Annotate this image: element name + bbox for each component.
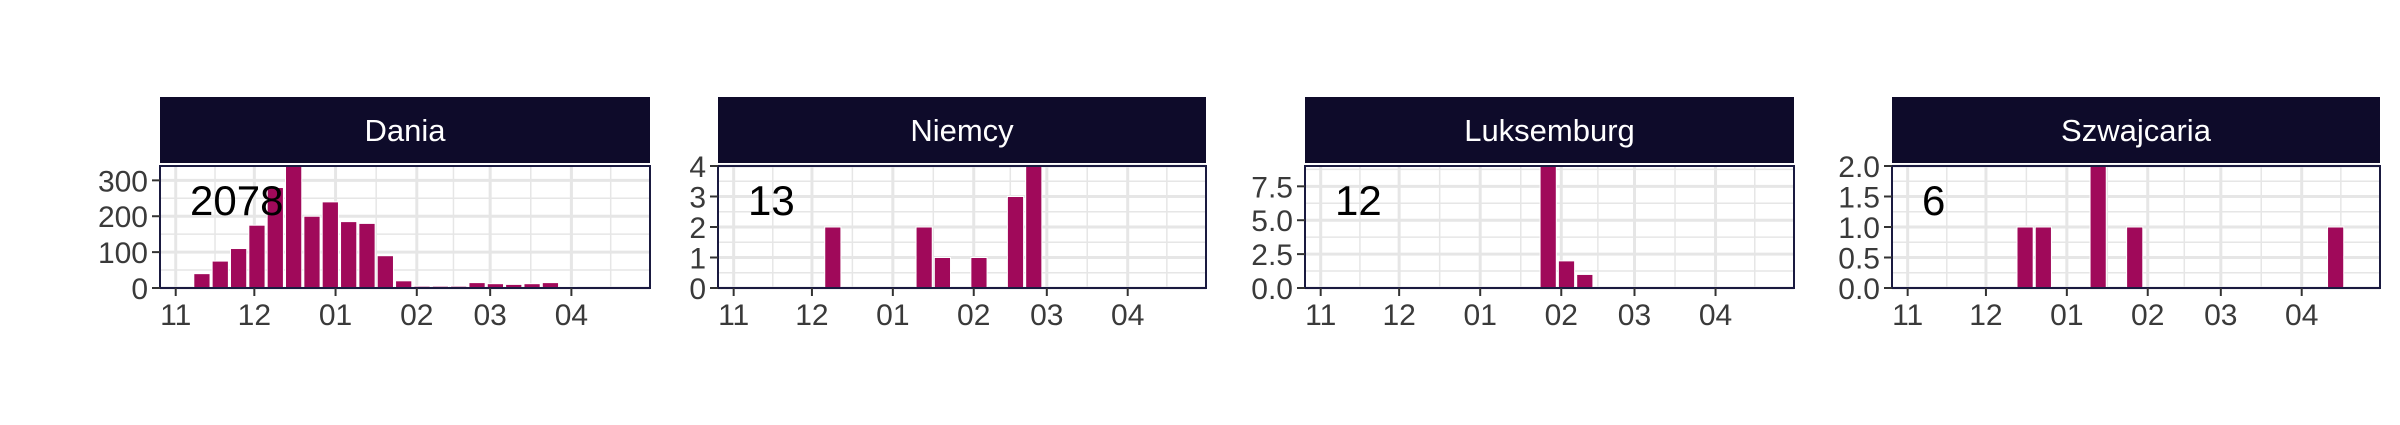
bar <box>194 274 210 288</box>
bar <box>934 258 950 289</box>
y-tick-label: 1.0 <box>1838 212 1880 245</box>
x-tick-label: 02 <box>957 299 990 332</box>
bar <box>396 281 412 288</box>
panel-luksemburg: Luksemburg 0.02.55.07.5 11 12 01 02 03 04 12 <box>1251 97 1794 332</box>
x-tick-label: 03 <box>2204 299 2237 332</box>
facet-strip-label: Dania <box>365 113 447 148</box>
panel-total-annotation: 12 <box>1335 177 1382 224</box>
x-tick-label: 01 <box>876 299 909 332</box>
x-tick-label: 01 <box>2050 299 2083 332</box>
x-tick-label: 12 <box>1382 299 1415 332</box>
y-tick-label: 0.5 <box>1838 243 1880 276</box>
y-tick-label: 5.0 <box>1251 205 1293 238</box>
x-tick-label: 01 <box>319 299 352 332</box>
x-tick-label: 11 <box>160 299 191 332</box>
y-tick-label: 1.5 <box>1838 182 1880 215</box>
y-tick-label: 0.0 <box>1838 273 1880 306</box>
y-tick-label: 2.5 <box>1251 239 1293 272</box>
bar <box>1026 166 1042 288</box>
bar <box>286 166 302 288</box>
y-tick-label: 2.0 <box>1838 151 1880 184</box>
bar <box>2127 227 2143 288</box>
x-tick-label: 02 <box>400 299 433 332</box>
bar <box>2090 166 2106 288</box>
bar <box>2017 227 2033 288</box>
x-tick-label: 04 <box>555 299 588 332</box>
y-tick-label: 300 <box>98 165 148 198</box>
bar <box>304 216 320 288</box>
panel-total-annotation: 13 <box>748 177 795 224</box>
bar <box>971 258 987 289</box>
x-tick-label: 12 <box>1969 299 2002 332</box>
bar <box>1007 197 1023 289</box>
y-tick-label: 0 <box>689 273 706 306</box>
facet-strip-label: Niemcy <box>910 113 1014 148</box>
y-tick-label: 0.0 <box>1251 273 1293 306</box>
panel-szwajcaria: Szwajcaria 0.00.51.01.52.0 11 12 01 02 03 04 6 <box>1838 97 2380 332</box>
y-tick-label: 1 <box>689 243 706 276</box>
x-tick-label: 12 <box>795 299 828 332</box>
y-tick-label: 3 <box>689 182 706 215</box>
bar <box>1577 274 1593 288</box>
x-tick-label: 02 <box>2131 299 2164 332</box>
x-tick-label: 02 <box>1545 299 1578 332</box>
x-tick-label: 04 <box>1111 299 1144 332</box>
panel-total-annotation: 6 <box>1922 177 1945 224</box>
x-tick-label: 01 <box>1464 299 1497 332</box>
x-tick-label: 04 <box>1699 299 1732 332</box>
x-tick-label: 03 <box>1030 299 1063 332</box>
bar <box>212 261 228 288</box>
bar <box>341 222 357 288</box>
y-tick-label: 7.5 <box>1251 171 1293 204</box>
x-tick-label: 03 <box>1618 299 1651 332</box>
x-tick-label: 11 <box>1305 299 1336 332</box>
bar <box>1558 261 1574 288</box>
x-tick-label: 12 <box>238 299 271 332</box>
bar <box>359 223 375 288</box>
x-tick-label: 03 <box>473 299 506 332</box>
bar <box>377 256 393 288</box>
facet-strip-label: Szwajcaria <box>2061 113 2212 148</box>
y-tick-label: 0 <box>131 273 148 306</box>
y-tick-label: 100 <box>98 237 148 270</box>
y-tick-label: 200 <box>98 201 148 234</box>
bar <box>249 225 265 288</box>
panel-total-annotation: 2078 <box>190 177 283 224</box>
bar <box>1540 166 1556 288</box>
bar <box>322 202 338 288</box>
bar <box>916 227 932 288</box>
y-tick-label: 4 <box>689 151 706 184</box>
bar <box>825 227 841 288</box>
x-tick-label: 11 <box>718 299 749 332</box>
facet-strip-label: Luksemburg <box>1464 113 1635 148</box>
y-tick-label: 2 <box>689 212 706 245</box>
bar <box>230 249 246 288</box>
x-tick-label: 11 <box>1892 299 1923 332</box>
bar <box>2035 227 2051 288</box>
x-tick-label: 04 <box>2285 299 2318 332</box>
bar <box>2328 227 2344 288</box>
